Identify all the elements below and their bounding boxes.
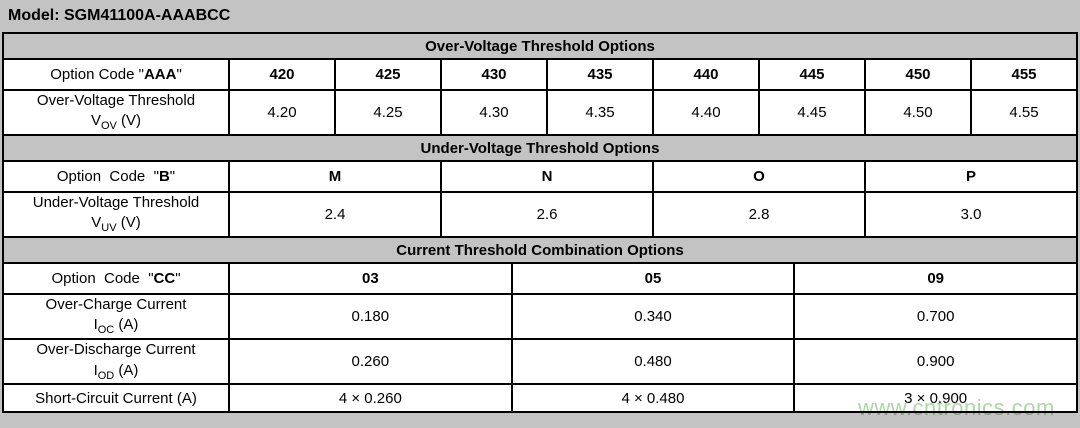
unit: (V) xyxy=(116,214,141,232)
label-text: Under-Voltage Threshold xyxy=(32,194,200,212)
unit: (A) xyxy=(114,361,139,379)
ov-option-code-label: Option Code "AAA" xyxy=(2,58,230,91)
row-label: Over-Voltage Threshold VOV (V) xyxy=(4,91,228,134)
label-text: Option Code " xyxy=(50,66,144,83)
symbol-subscript: OD xyxy=(97,369,115,382)
over-charge-value-cell: 0.700 xyxy=(793,293,1078,341)
uv-option-value-cell: M xyxy=(228,160,442,194)
cc-option-code-label: Option Code "CC" xyxy=(2,262,230,296)
symbol-subscript: OV xyxy=(100,120,117,133)
row-label: Over-Discharge Current IOD (A) xyxy=(4,340,228,383)
cc-option-value-cell: 05 xyxy=(510,262,796,296)
ov-option-value-cell: 425 xyxy=(334,58,442,91)
label-text: " xyxy=(175,270,181,288)
section-header-over-voltage: Over-Voltage Threshold Options xyxy=(2,32,1078,60)
label-text: " xyxy=(176,66,182,83)
current-threshold-table: Current Threshold Combination Options Op… xyxy=(2,236,1078,414)
over-voltage-table: Over-Voltage Threshold Options Option Co… xyxy=(2,32,1078,137)
uv-option-value-cell: P xyxy=(864,160,1078,194)
over-discharge-value-cell: 0.260 xyxy=(228,338,513,386)
ov-option-value-cell: 430 xyxy=(440,58,548,91)
cc-option-value-cell: 03 xyxy=(228,262,513,296)
ov-threshold-value-cell: 4.25 xyxy=(334,88,442,137)
ov-option-value-cell: 440 xyxy=(652,58,760,91)
ov-threshold-value-cell: 4.35 xyxy=(546,88,654,137)
ov-threshold-value-cell: 4.40 xyxy=(652,88,760,137)
symbol: I xyxy=(93,361,98,379)
ov-option-value-cell: 435 xyxy=(546,58,654,91)
under-voltage-table: Under-Voltage Threshold Options Option C… xyxy=(2,134,1078,239)
short-circuit-value-cell: 4 × 0.260 xyxy=(228,383,513,414)
section-header-current-threshold: Current Threshold Combination Options xyxy=(2,236,1078,265)
section-header-under-voltage: Under-Voltage Threshold Options xyxy=(2,134,1078,163)
uv-threshold-value-cell: 3.0 xyxy=(864,191,1078,239)
uv-option-value-cell: O xyxy=(652,160,866,194)
over-discharge-label: Over-Discharge Current IOD (A) xyxy=(2,338,230,386)
row-label: Under-Voltage Threshold VUV (V) xyxy=(4,193,228,236)
short-circuit-value-cell: 4 × 0.480 xyxy=(510,383,796,414)
symbol-subscript: OC xyxy=(97,324,115,337)
symbol: V xyxy=(90,112,101,130)
uv-threshold-value-cell: 2.8 xyxy=(652,191,866,239)
short-circuit-value-cell: 3 × 0.900 xyxy=(793,383,1078,414)
short-circuit-label: Short-Circuit Current (A) xyxy=(2,383,230,414)
ov-threshold-value-cell: 4.30 xyxy=(440,88,548,137)
over-charge-label: Over-Charge Current IOC (A) xyxy=(2,293,230,341)
option-code-name: AAA xyxy=(143,66,177,83)
uv-option-code-label: Option Code "B" xyxy=(2,160,230,194)
ov-threshold-value-cell: 4.20 xyxy=(228,88,336,137)
label-text: Option Code " xyxy=(51,270,154,288)
ov-threshold-value-cell: 4.50 xyxy=(864,88,972,137)
label-text: Over-Discharge Current xyxy=(36,341,196,359)
cc-option-value-cell: 09 xyxy=(793,262,1078,296)
ov-threshold-value-cell: 4.55 xyxy=(970,88,1078,137)
option-code-name: B xyxy=(158,168,170,186)
label-text: " xyxy=(169,168,176,186)
uv-threshold-value-cell: 2.4 xyxy=(228,191,442,239)
uv-threshold-label: Under-Voltage Threshold VUV (V) xyxy=(2,191,230,239)
label-text: Option Code " xyxy=(56,168,159,186)
ov-option-value-cell: 455 xyxy=(970,58,1078,91)
symbol-subscript: UV xyxy=(101,222,117,235)
over-charge-value-cell: 0.340 xyxy=(510,293,796,341)
symbol: I xyxy=(93,316,98,334)
ov-threshold-value-cell: 4.45 xyxy=(758,88,866,137)
over-discharge-value-cell: 0.900 xyxy=(793,338,1078,386)
unit: (A) xyxy=(114,316,139,334)
symbol: V xyxy=(91,214,102,232)
over-discharge-value-cell: 0.480 xyxy=(510,338,796,386)
ov-option-value-cell: 450 xyxy=(864,58,972,91)
label-text: Over-Voltage Threshold xyxy=(36,92,196,109)
unit: (V) xyxy=(116,112,142,130)
option-code-name: CC xyxy=(153,270,176,288)
model-title: Model: SGM41100A-AAABCC xyxy=(8,7,231,24)
label-text: Over-Charge Current xyxy=(45,296,187,314)
over-charge-value-cell: 0.180 xyxy=(228,293,513,341)
ov-option-value-cell: 445 xyxy=(758,58,866,91)
ov-option-value-cell: 420 xyxy=(228,58,336,91)
uv-option-value-cell: N xyxy=(440,160,654,194)
row-label: Over-Charge Current IOC (A) xyxy=(4,295,228,338)
ov-threshold-label: Over-Voltage Threshold VOV (V) xyxy=(2,88,230,137)
uv-threshold-value-cell: 2.6 xyxy=(440,191,654,239)
